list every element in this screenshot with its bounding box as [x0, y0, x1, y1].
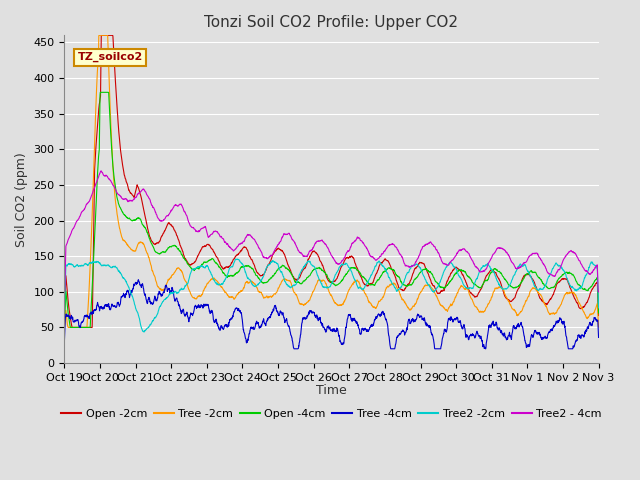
Tree -4cm: [563, 335, 570, 340]
Tree -2cm: [358, 287, 366, 293]
Open -4cm: [563, 270, 570, 276]
Tree2 - 4cm: [347, 244, 355, 250]
Open -2cm: [68, 324, 76, 330]
Tree2 -2cm: [595, 305, 602, 311]
Tree -2cm: [347, 284, 355, 289]
Y-axis label: Soil CO2 (ppm): Soil CO2 (ppm): [15, 152, 28, 247]
Tree -4cm: [210, 317, 218, 323]
Line: Open -4cm: Open -4cm: [65, 92, 598, 327]
Open -4cm: [359, 274, 367, 280]
Tree2 -2cm: [548, 268, 556, 274]
Tree -2cm: [563, 290, 570, 296]
Line: Tree -4cm: Tree -4cm: [65, 280, 598, 349]
Tree -4cm: [359, 326, 367, 332]
Line: Open -2cm: Open -2cm: [65, 36, 598, 327]
Tree2 -2cm: [348, 268, 355, 274]
Tree2 -2cm: [61, 311, 68, 316]
Tree2 - 4cm: [97, 168, 105, 174]
Tree2 - 4cm: [595, 289, 602, 295]
Tree2 - 4cm: [210, 229, 218, 235]
Tree -4cm: [548, 326, 556, 332]
Tree2 - 4cm: [358, 240, 366, 245]
Tree2 - 4cm: [563, 252, 570, 258]
Tree -2cm: [61, 324, 68, 330]
Open -2cm: [210, 249, 218, 255]
Tree2 -2cm: [487, 265, 495, 271]
Tree2 -2cm: [210, 276, 218, 282]
Tree2 -2cm: [140, 329, 148, 335]
Tree -2cm: [95, 33, 103, 38]
Tree2 - 4cm: [487, 256, 495, 262]
Tree -2cm: [548, 311, 556, 316]
Open -4cm: [348, 265, 355, 271]
Open -2cm: [98, 33, 106, 38]
Open -2cm: [487, 267, 495, 273]
Open -2cm: [359, 279, 367, 285]
Open -2cm: [563, 276, 570, 282]
Tree -4cm: [348, 317, 355, 323]
Open -2cm: [61, 312, 68, 318]
Tree2 -2cm: [563, 275, 570, 280]
Line: Tree2 - 4cm: Tree2 - 4cm: [65, 171, 598, 292]
Open -4cm: [487, 270, 495, 276]
Tree -4cm: [290, 346, 298, 352]
Tree -4cm: [487, 324, 495, 330]
Tree2 - 4cm: [548, 272, 556, 278]
Open -2cm: [548, 295, 556, 300]
Tree2 - 4cm: [61, 289, 68, 295]
Open -4cm: [67, 324, 74, 330]
Open -4cm: [97, 89, 104, 95]
Tree -4cm: [134, 277, 142, 283]
Tree -4cm: [595, 335, 602, 340]
Open -4cm: [548, 285, 556, 290]
Tree -2cm: [595, 324, 602, 330]
Tree2 -2cm: [232, 256, 240, 262]
Text: TZ_soilco2: TZ_soilco2: [77, 52, 143, 62]
Open -4cm: [61, 320, 68, 326]
Tree2 -2cm: [359, 287, 367, 292]
Tree -2cm: [487, 297, 495, 303]
Tree -4cm: [61, 338, 68, 344]
Open -4cm: [210, 257, 218, 263]
X-axis label: Time: Time: [316, 384, 347, 397]
Title: Tonzi Soil CO2 Profile: Upper CO2: Tonzi Soil CO2 Profile: Upper CO2: [204, 15, 458, 30]
Line: Tree -2cm: Tree -2cm: [65, 36, 598, 327]
Open -4cm: [595, 310, 602, 316]
Open -2cm: [348, 254, 355, 260]
Tree -2cm: [210, 276, 218, 281]
Legend: Open -2cm, Tree -2cm, Open -4cm, Tree -4cm, Tree2 -2cm, Tree2 - 4cm: Open -2cm, Tree -2cm, Open -4cm, Tree -4…: [57, 404, 606, 423]
Line: Tree2 -2cm: Tree2 -2cm: [65, 259, 598, 332]
Open -2cm: [595, 312, 602, 318]
